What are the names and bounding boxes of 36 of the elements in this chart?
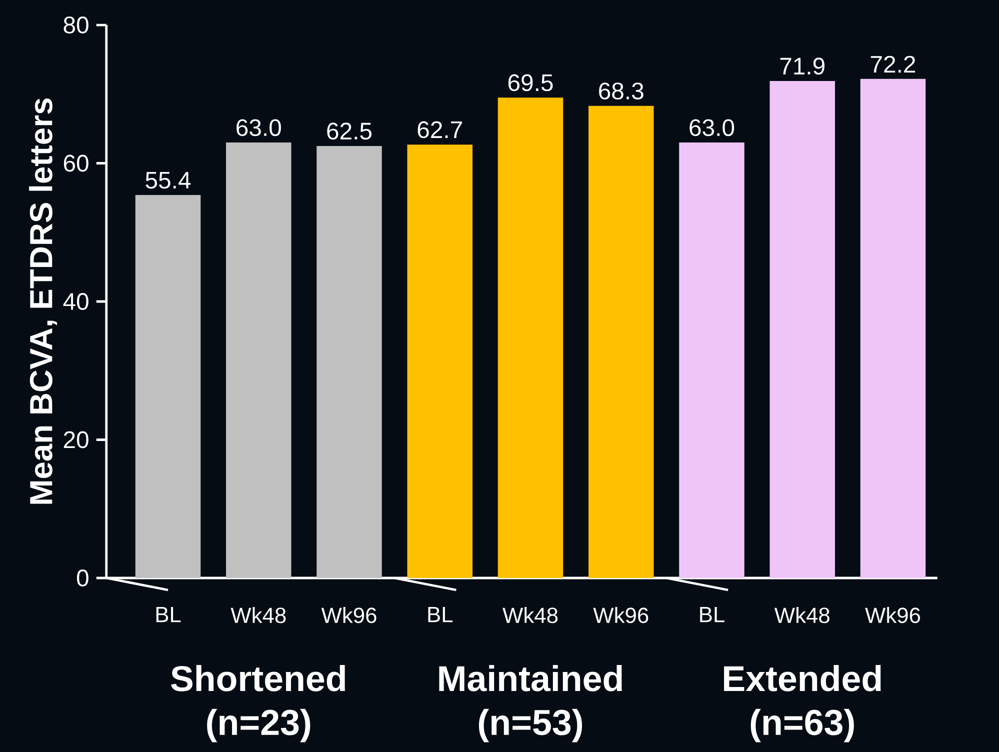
y-tick-label: 60	[64, 154, 88, 172]
bar	[407, 144, 472, 578]
x-tick-label: Wk96	[321, 607, 376, 624]
data-label: 62.5	[327, 122, 372, 140]
text: Extended (n=63)	[724, 665, 881, 742]
bar	[679, 142, 744, 578]
data-label: 71.9	[780, 58, 824, 75]
bar	[316, 146, 382, 578]
x-tick-label: BL	[700, 607, 724, 622]
y-axis-title: Mean BCVA, ETDRS letters	[29, 98, 58, 504]
x-tick-label: Wk96	[865, 607, 920, 624]
text: Shortened (n=23)	[170, 665, 345, 742]
bar	[588, 106, 654, 578]
data-label: 69.5	[508, 74, 553, 92]
bar	[226, 142, 292, 578]
x-tick-label: Wk48	[774, 607, 830, 624]
bar	[498, 98, 564, 578]
bar	[860, 78, 926, 578]
data-label: 63.0	[690, 119, 734, 136]
x-tick-label: Wk48	[502, 607, 558, 624]
y-tick-label: 0	[76, 570, 88, 586]
bar	[770, 81, 835, 578]
bar	[135, 195, 201, 578]
x-tick-label: Wk48	[230, 607, 286, 624]
x-tick-label: BL	[428, 607, 453, 622]
data-label: 63.0	[236, 119, 281, 136]
x-tick-label: BL	[156, 607, 181, 622]
data-label: 72.2	[870, 56, 916, 73]
y-tick-label: 80	[64, 16, 88, 34]
data-label: 68.3	[599, 82, 644, 100]
text: Maintained (n=53)	[439, 665, 622, 742]
y-tick-label: 20	[64, 431, 88, 448]
x-tick-label: Wk96	[593, 607, 648, 624]
y-tick-label: 40	[63, 293, 88, 310]
data-label: 62.7	[418, 121, 462, 138]
data-label: 55.4	[146, 172, 191, 189]
